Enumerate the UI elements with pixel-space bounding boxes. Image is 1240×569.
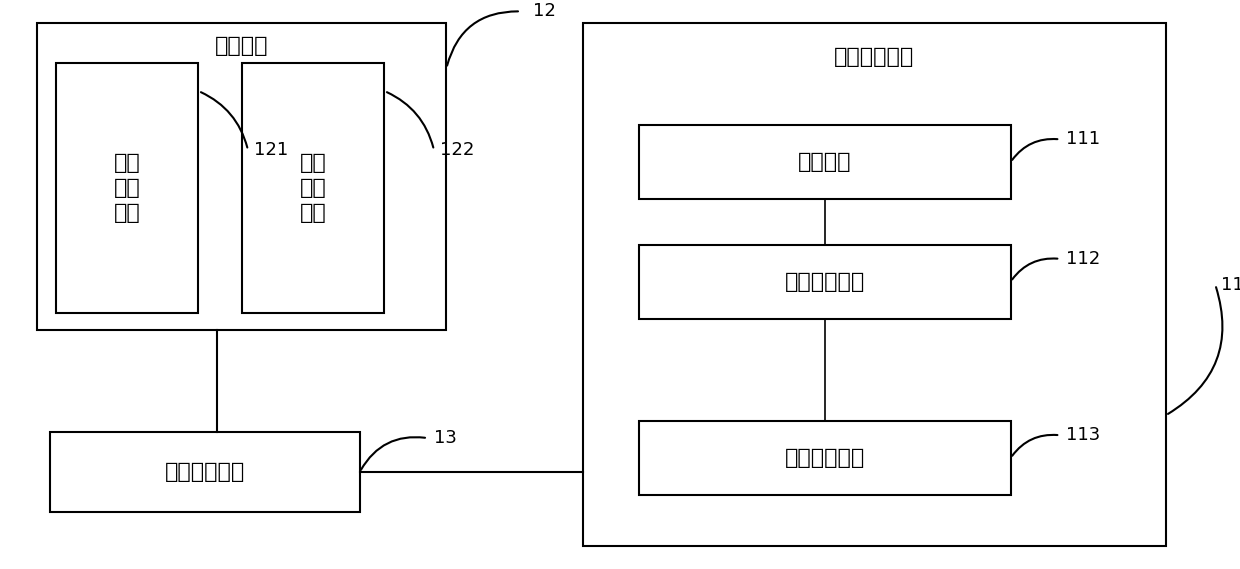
Text: 视频模块: 视频模块 <box>215 35 269 56</box>
Text: 112: 112 <box>1066 250 1101 268</box>
Bar <box>639 245 1011 319</box>
Text: 网络交换模块: 网络交换模块 <box>165 462 244 483</box>
Text: 视频
采集
单元: 视频 采集 单元 <box>114 153 140 222</box>
Text: 111: 111 <box>1066 130 1101 149</box>
Text: 12: 12 <box>533 2 556 20</box>
Text: 屏显单元: 屏显单元 <box>797 152 852 172</box>
Bar <box>50 432 360 512</box>
Text: 121: 121 <box>254 141 289 159</box>
Bar <box>242 63 384 313</box>
Bar <box>639 421 1011 495</box>
Text: 113: 113 <box>1066 426 1101 444</box>
Text: 逻辑控制模块: 逻辑控制模块 <box>835 47 914 67</box>
Text: 122: 122 <box>440 141 475 159</box>
Text: 数据采集单元: 数据采集单元 <box>785 448 864 468</box>
Text: 中央处理单元: 中央处理单元 <box>785 271 864 292</box>
Bar <box>37 23 446 330</box>
Text: 13: 13 <box>434 429 456 447</box>
Bar <box>56 63 198 313</box>
Bar <box>583 23 1166 546</box>
Text: 11: 11 <box>1221 275 1240 294</box>
Bar <box>639 125 1011 199</box>
Text: 视频
录制
单元: 视频 录制 单元 <box>300 153 326 222</box>
